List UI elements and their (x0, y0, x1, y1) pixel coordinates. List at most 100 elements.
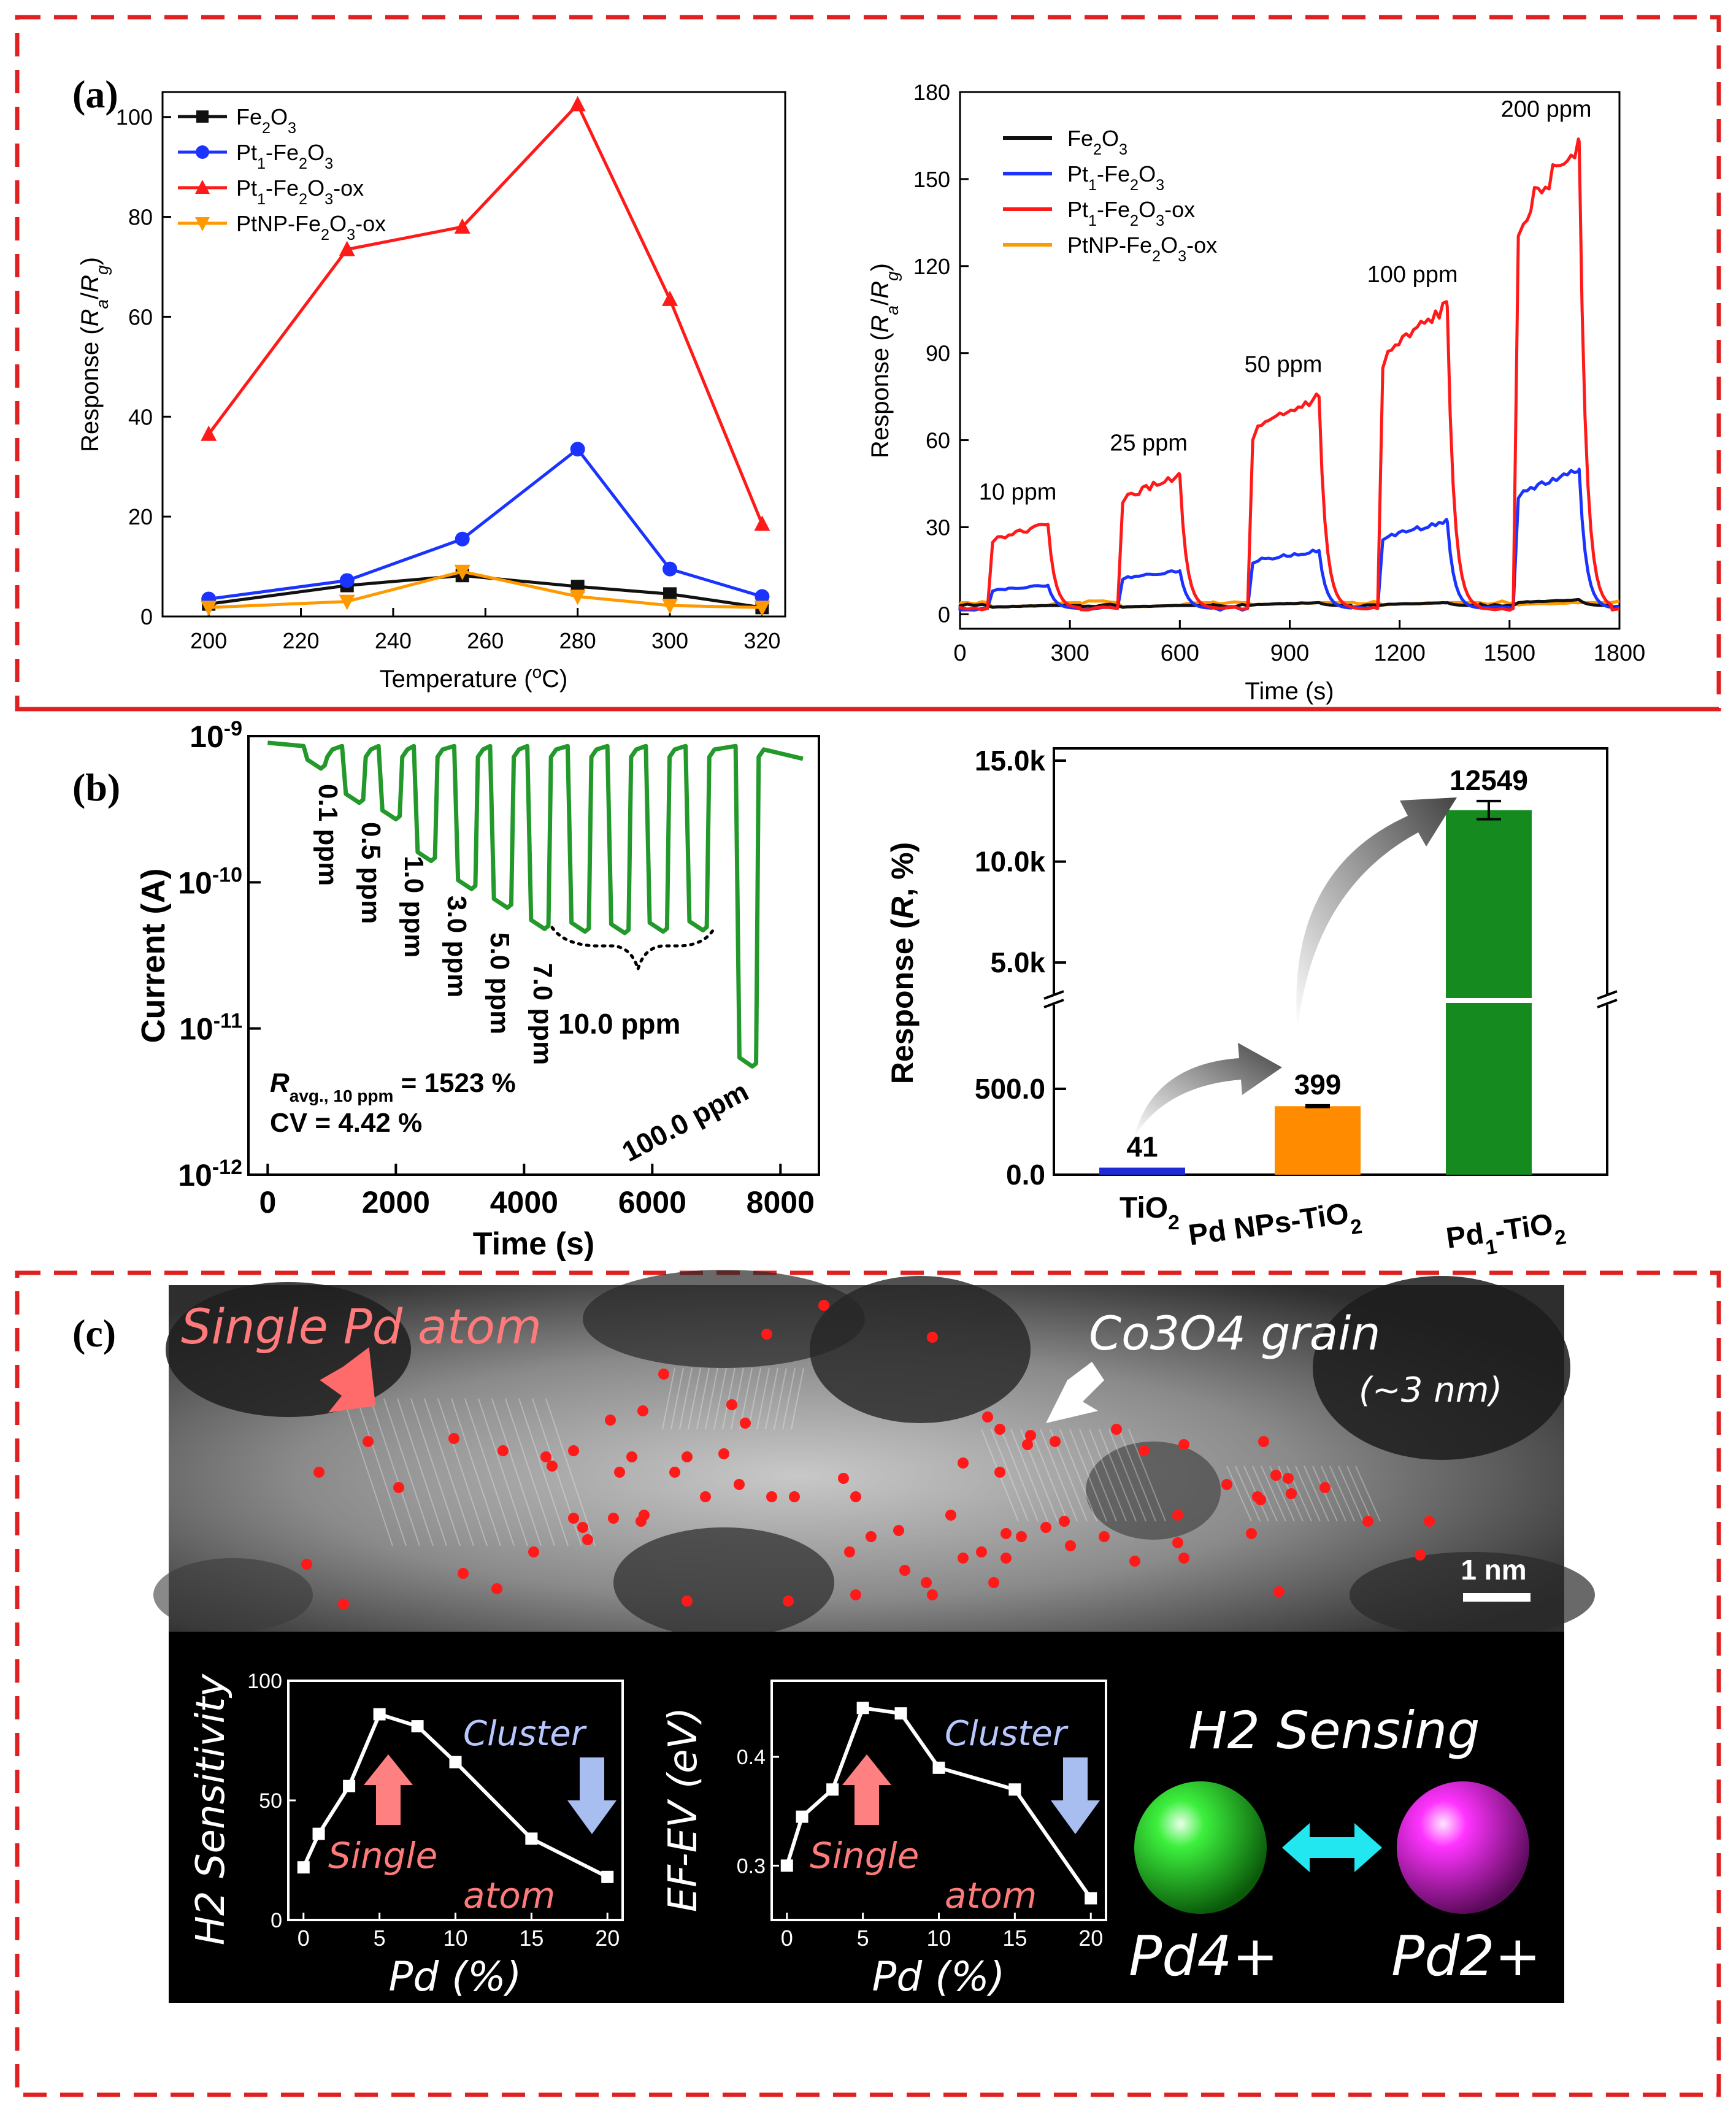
pd-atom-dot (637, 1405, 648, 1416)
pd-atom-dot (927, 1589, 938, 1600)
y-tick-label: 0.4 (737, 1746, 766, 1769)
x-tick-label: 320 (743, 628, 780, 653)
lattice-fringe (1089, 1429, 1127, 1522)
pulse-annotation: 100 ppm (1367, 262, 1458, 288)
y-tick-label: 5.0k (990, 947, 1045, 978)
y-axis-label: H2 Sensitivity (188, 1673, 234, 1946)
pd-atom-dot (1178, 1439, 1189, 1450)
y-axis-label: Current (A) (135, 869, 172, 1043)
legend-marker (196, 145, 209, 159)
pd-atom-dot (958, 1457, 969, 1469)
data-point (856, 1702, 869, 1715)
annotation-cv: CV = 4.42 % (270, 1108, 422, 1138)
lattice-fringe (1118, 1429, 1156, 1522)
pd-atom-dot (497, 1445, 509, 1456)
data-point (1008, 1783, 1021, 1796)
pd-atom-dot (1178, 1553, 1189, 1564)
y-tick-label: 10.0k (975, 846, 1046, 878)
y-tick-label: 150 (913, 167, 950, 192)
x-tick-label: 300 (1050, 640, 1089, 666)
lattice-fringe (1079, 1429, 1117, 1522)
pulse-label: 0.5 ppm (356, 822, 386, 924)
series-line-3 (209, 570, 762, 609)
x-tick-label: 0 (953, 640, 966, 666)
lattice-fringe (791, 1367, 804, 1430)
lattice-fringe (1321, 1465, 1346, 1522)
lattice-fringe (1226, 1465, 1252, 1522)
x-tick-label: 15 (1002, 1926, 1027, 1951)
lattice-fringe (748, 1367, 761, 1430)
arrow-grain (1046, 1362, 1104, 1423)
pd-atom-dot (682, 1451, 693, 1462)
label-cluster: Cluster (463, 1714, 587, 1754)
lattice-fringe (1261, 1465, 1286, 1522)
pd2-sphere (1397, 1781, 1529, 1914)
lattice-fringe (518, 1398, 569, 1546)
lattice-fringe (464, 1398, 515, 1546)
y-axis-label: EF-EV (eV) (661, 1707, 706, 1913)
plot-frame (770, 1680, 1107, 1921)
legend-label: PtNP-Fe2O3-ox (1067, 232, 1217, 265)
pd-atom-dot (528, 1546, 539, 1557)
lattice-fringe (491, 1398, 542, 1546)
x-tick-label: 20 (1078, 1926, 1103, 1951)
pulse-label: 0.1 ppm (313, 784, 343, 886)
x-axis-label: Time (s) (473, 1226, 594, 1262)
series-line-0 (208, 574, 762, 609)
series-line-2 (207, 101, 764, 525)
x-tick-label: 8000 (747, 1185, 815, 1219)
pd-atom-dot (1258, 1436, 1269, 1447)
data-point (663, 561, 678, 577)
pd-atom-dot (850, 1589, 861, 1600)
label-single-pd-atom: Single Pd atom (181, 1300, 542, 1355)
pd-atom-dot (726, 1399, 737, 1410)
data-point (755, 589, 770, 604)
pd-atom-dot (921, 1577, 932, 1588)
lattice-fringe (437, 1398, 488, 1546)
data-point (569, 589, 586, 605)
data-label: 12549 (1450, 764, 1528, 796)
chart-b-left: 0 2000 4000 6000 8000 10-9 10-10 10-11 10-12 0.1… (135, 717, 820, 1262)
data-point (894, 1707, 907, 1720)
panel-frames (15, 15, 1721, 2097)
pd-atom-dot (491, 1583, 502, 1594)
category-label: TiO2 (1120, 1192, 1180, 1234)
label-h2-sensing: H2 Sensing (1188, 1700, 1480, 1761)
data-point (373, 1708, 386, 1721)
pulse-label: 10.0 ppm (558, 1008, 680, 1040)
lattice-fringe (1312, 1465, 1338, 1522)
axis-break (1043, 999, 1064, 1008)
arrow-down-cluster (567, 1757, 616, 1834)
x-tick-label: 0 (298, 1926, 310, 1951)
arrow-down-cluster (1051, 1757, 1100, 1834)
series-line-1 (208, 447, 763, 601)
pd-atom-dot (1255, 1494, 1266, 1505)
x-tick-label: 900 (1270, 640, 1309, 666)
label-pd2: Pd2+ (1391, 1924, 1541, 1989)
y-tick-label: 0.3 (737, 1854, 766, 1878)
pd-atom-dot (982, 1411, 993, 1423)
legend-label: Pt1-Fe2O3-ox (1067, 197, 1195, 229)
x-tick-label: 280 (559, 628, 596, 653)
label-pd4: Pd4+ (1129, 1924, 1278, 1989)
pd-atom-dot (1139, 1445, 1150, 1456)
category-label: Pd NPs-TiO2 (1186, 1196, 1364, 1261)
legend-marker (196, 110, 209, 123)
y-tick-label: 40 (128, 404, 153, 429)
pulse-label: 1.0 ppm (399, 856, 429, 958)
lattice-fringe (370, 1398, 420, 1546)
data-point (1085, 1892, 1097, 1905)
pulse-annotation: 200 ppm (1501, 96, 1592, 122)
data-point (932, 1761, 945, 1774)
lattice-fringe (1346, 1465, 1372, 1522)
chart-c-left: 0 5 10 15 20 0 50 100 Pd (%) H2 Sensitivity Clu… (188, 1670, 624, 2000)
data-point (339, 573, 355, 588)
y-tick-label: 90 (926, 341, 950, 366)
pd-atom-dot (636, 1516, 647, 1527)
tem-image: Single Pd atom Co3O4 grain (~3 nm) 1 nm (153, 1270, 1595, 1638)
x-tick-label: 300 (651, 628, 688, 653)
series-line-1 (958, 467, 1620, 612)
x-axis-label: Pd (%) (389, 1953, 522, 2000)
pd-atom-dot (1111, 1424, 1122, 1435)
pd-atom-dot (783, 1596, 794, 1607)
